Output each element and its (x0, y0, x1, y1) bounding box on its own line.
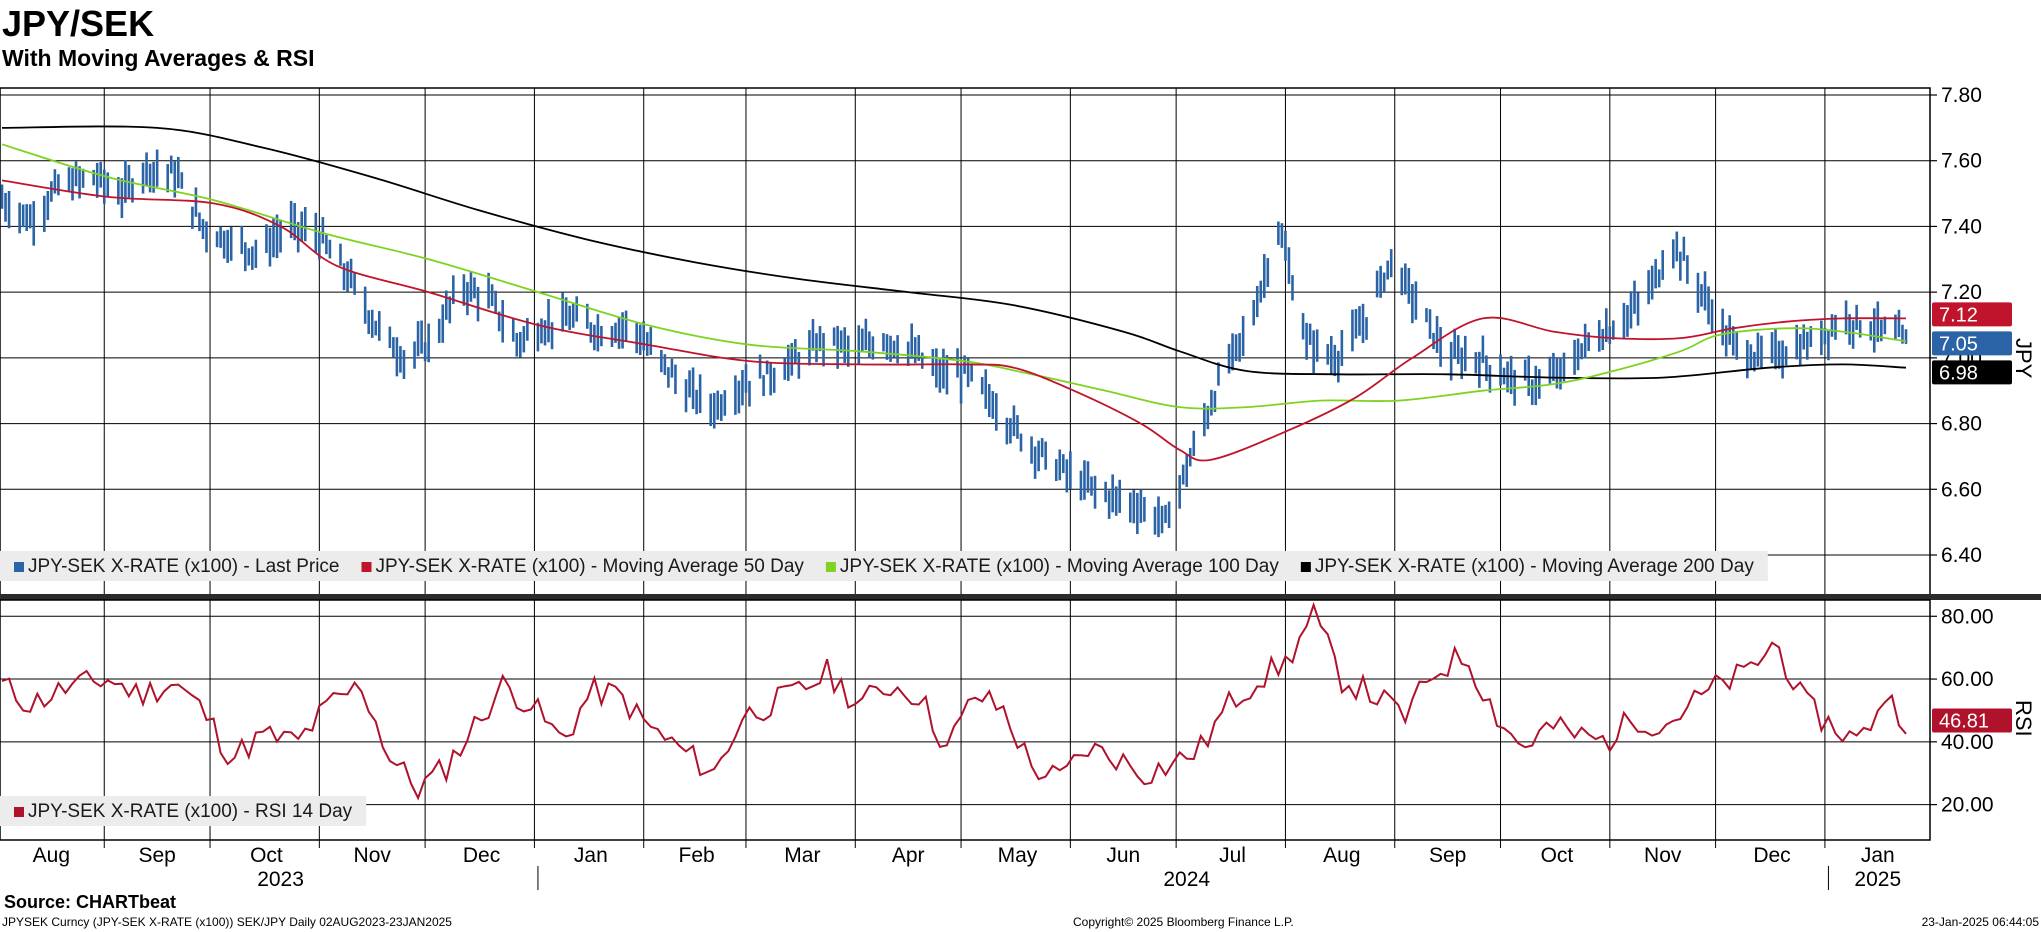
month-label: Aug (1323, 844, 1360, 867)
rsi-value-badges: 46.81 (1932, 708, 2012, 733)
badge-label: 46.81 (1939, 710, 1989, 732)
month-label: Jul (1219, 844, 1246, 867)
month-label: Sep (1429, 844, 1466, 867)
price-legend: JPY-SEK X-RATE (x100) - Last Price JPY-SE… (0, 551, 1768, 581)
copyright-text: Copyright© 2025 Bloomberg Finance L.P. (1073, 915, 1294, 929)
value-badge (1932, 360, 2012, 385)
rsi-tick-label: 80.00 (1941, 605, 1994, 628)
badge-pointer (1932, 360, 1942, 385)
legend-background (0, 551, 1768, 581)
panel-separator (0, 594, 2041, 600)
month-label: Feb (679, 844, 715, 867)
legend-label: JPY-SEK X-RATE (x100) - Moving Average 5… (376, 556, 805, 577)
badge-label: 7.05 (1939, 333, 1978, 355)
rsi-series-layer (1, 601, 1907, 801)
badge-pointer (1932, 708, 1942, 733)
legend-swatch (825, 562, 836, 572)
x-axis: Aug Sep Oct Nov Dec Jan Feb Mar Apr May Jun Jul Aug S… (33, 840, 1901, 891)
ma200-line (1, 125, 1907, 380)
price-value-badges: 7.12 7.05 6.98 (1932, 302, 2012, 385)
value-badge (1932, 708, 2012, 733)
source-label: Source: CHARTbeat (4, 892, 176, 912)
value-badge (1932, 331, 2012, 356)
price-series-layer (0, 125, 1908, 538)
month-label: May (998, 844, 1038, 867)
price-panel: 6.406.606.807.007.207.407.607.80 JPY-SEK… (0, 84, 2036, 597)
month-label: Oct (250, 844, 283, 867)
month-label: Mar (784, 844, 820, 867)
chart-title: JPY/SEK (2, 3, 154, 44)
price-tick-label: 6.80 (1941, 413, 1982, 436)
price-tick-label: 6.40 (1941, 544, 1982, 567)
legend-swatch (1300, 562, 1311, 572)
month-label: Jan (574, 844, 608, 867)
year-label: 2025 (1854, 868, 1901, 891)
legend-swatch (14, 807, 24, 817)
badge-pointer (1932, 331, 1942, 356)
legend-label: JPY-SEK X-RATE (x100) - RSI 14 Day (28, 801, 353, 822)
ma50-line (1, 179, 1907, 462)
legend-swatch (361, 562, 372, 572)
badge-label: 7.12 (1939, 304, 1978, 326)
month-label: Nov (354, 844, 392, 867)
year-label: 2024 (1163, 868, 1210, 891)
price-plot-frame (0, 87, 1931, 597)
rsi-panel: 20.00 40.00 60.00 80.00 JPY-SEK X-RATE (x10… (0, 599, 2036, 841)
value-badge (1932, 302, 2012, 327)
rsi-tick-label: 40.00 (1941, 731, 1994, 754)
price-tick-label: 7.80 (1941, 84, 1982, 107)
month-label: Nov (1644, 844, 1682, 867)
legend-label: JPY-SEK X-RATE (x100) - Moving Average 1… (840, 556, 1279, 577)
rsi-tick-label: 20.00 (1941, 794, 1994, 817)
price-unit-label: JPY (2011, 338, 2036, 379)
rsi-y-ticks: 20.00 40.00 60.00 80.00 (1930, 605, 1994, 817)
price-tick-label: 6.60 (1941, 478, 1982, 501)
ticker-info: JPYSEK Curncy (JPY-SEK X-RATE (x100)) SE… (2, 915, 452, 929)
legend-label: JPY-SEK X-RATE (x100) - Last Price (28, 556, 340, 577)
timestamp-text: 23-Jan-2025 06:44:05 (1922, 915, 2040, 929)
legend-label: JPY-SEK X-RATE (x100) - Moving Average 2… (1315, 556, 1754, 577)
price-tick-label: 7.20 (1941, 281, 1982, 304)
month-label: Jun (1106, 844, 1140, 867)
badge-pointer (1932, 302, 1942, 327)
rsi-unit-label: RSI (2011, 700, 2036, 737)
badge-label: 6.98 (1939, 362, 1978, 384)
price-tick-label: 7.60 (1941, 150, 1982, 173)
rsi-tick-label: 60.00 (1941, 668, 1994, 691)
price-tick-label: 7.40 (1941, 215, 1982, 238)
month-label: Aug (33, 844, 70, 867)
chart-subtitle: With Moving Averages & RSI (2, 45, 314, 71)
rsi-legend: JPY-SEK X-RATE (x100) - RSI 14 Day (0, 796, 367, 826)
month-label: Sep (138, 844, 175, 867)
ma100-line (1, 143, 1907, 410)
month-label: Jan (1861, 844, 1895, 867)
month-label: Dec (463, 844, 500, 867)
rsi-line (1, 601, 1907, 801)
month-label: Dec (1753, 844, 1790, 867)
legend-background (0, 796, 367, 826)
price-y-ticks: 6.406.606.807.007.207.407.607.80 (1930, 84, 1982, 567)
month-label: Oct (1541, 844, 1574, 867)
legend-swatch (14, 562, 24, 572)
month-label: Apr (892, 844, 925, 867)
year-label: 2023 (257, 868, 304, 891)
